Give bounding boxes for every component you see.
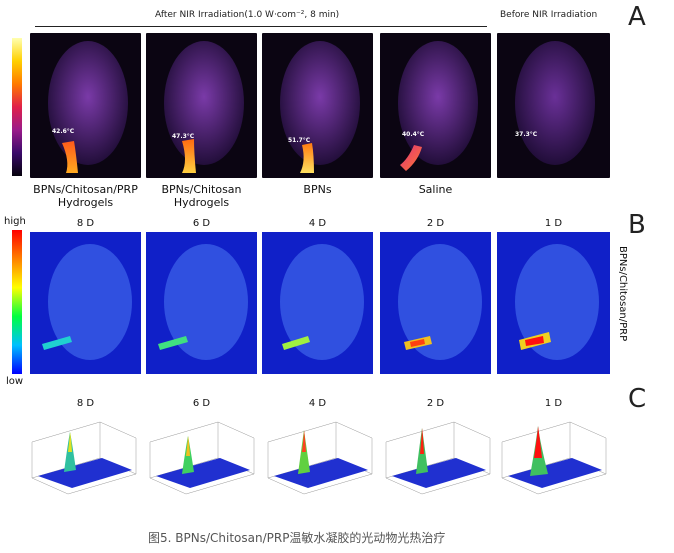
- day-label: 8 D: [76, 398, 95, 409]
- group-label: BPNs/Chitosan Hydrogels: [161, 183, 242, 209]
- surface-plot: [385, 421, 491, 495]
- mouse-fluorescence: [146, 232, 257, 374]
- day-label: 4 D: [308, 398, 327, 409]
- fluorescence-image-6d: [146, 232, 257, 374]
- day-label: 2 D: [426, 398, 445, 409]
- mouse-thermal-5: [515, 41, 595, 165]
- header-rule: [35, 26, 487, 27]
- day-label: 4 D: [308, 218, 327, 229]
- group-label: Saline: [418, 183, 453, 196]
- day-label: 6 D: [192, 398, 211, 409]
- mouse-thermal-1: [48, 41, 128, 173]
- panel-letter-c: C: [628, 384, 647, 414]
- surface-plot-2d: [382, 412, 494, 498]
- mouse-fluorescence: [497, 232, 610, 374]
- figure-caption: 图5. BPNs/Chitosan/PRP温敏水凝胶的光动物光热治疗: [148, 531, 446, 545]
- mouse-fluorescence: [380, 232, 491, 374]
- mouse-thermal-4: [398, 41, 478, 171]
- temperature-readout: 42.6°C: [52, 128, 75, 135]
- legend-low-label: low: [6, 376, 24, 387]
- thermal-image-1: 42.6°C: [30, 33, 141, 178]
- group-label: BPNs: [303, 183, 332, 196]
- mouse-fluorescence: [30, 232, 141, 374]
- intensity-colorbar: [12, 230, 22, 374]
- temperature-readout: 37.3°C: [515, 131, 538, 138]
- mouse-thermal-3: [280, 41, 360, 173]
- temperature-readout: 40.4°C: [402, 131, 425, 138]
- mouse-thermal-2: [164, 41, 244, 173]
- panel-letter-a: A: [628, 2, 646, 32]
- thermal-image-2: 47.3°C: [146, 33, 257, 178]
- group-label: BPNs/Chitosan/PRP Hydrogels: [33, 183, 138, 209]
- day-label: 2 D: [426, 218, 445, 229]
- thermal-image-5: 37.3°C: [497, 33, 610, 178]
- day-label: 8 D: [76, 218, 95, 229]
- day-label: 1 D: [544, 398, 563, 409]
- surface-plot-6d: [146, 412, 258, 498]
- surface-plot-8d: [28, 412, 140, 498]
- fluorescence-image-4d: [262, 232, 373, 374]
- surface-plot-1d: [498, 412, 610, 498]
- legend-high-label: high: [4, 216, 26, 227]
- fluorescence-image-8d: [30, 232, 141, 374]
- surface-plot: [267, 421, 373, 495]
- day-label: 1 D: [544, 218, 563, 229]
- surface-plot: [501, 421, 607, 495]
- group-vertical-label: BPNs/Chitosan/PRP: [617, 246, 628, 342]
- header-before-irradiation: Before NIR Irradiation: [500, 10, 598, 20]
- surface-plot-4d: [264, 412, 376, 498]
- temperature-readout: 51.7°C: [288, 137, 311, 144]
- day-label: 6 D: [192, 218, 211, 229]
- panel-letter-b: B: [628, 210, 646, 240]
- surface-plot: [31, 421, 137, 495]
- surface-plot: [149, 421, 255, 495]
- header-after-irradiation: After NIR Irradiation(1.0 W·com⁻², 8 min…: [155, 10, 340, 20]
- thermal-image-3: 51.7°C: [262, 33, 373, 178]
- temperature-readout: 47.3°C: [172, 133, 195, 140]
- mouse-fluorescence: [262, 232, 373, 374]
- fluorescence-image-2d: [380, 232, 491, 374]
- temperature-colorbar: [12, 38, 22, 176]
- fluorescence-image-1d: [497, 232, 610, 374]
- thermal-image-4: 40.4°C: [380, 33, 491, 178]
